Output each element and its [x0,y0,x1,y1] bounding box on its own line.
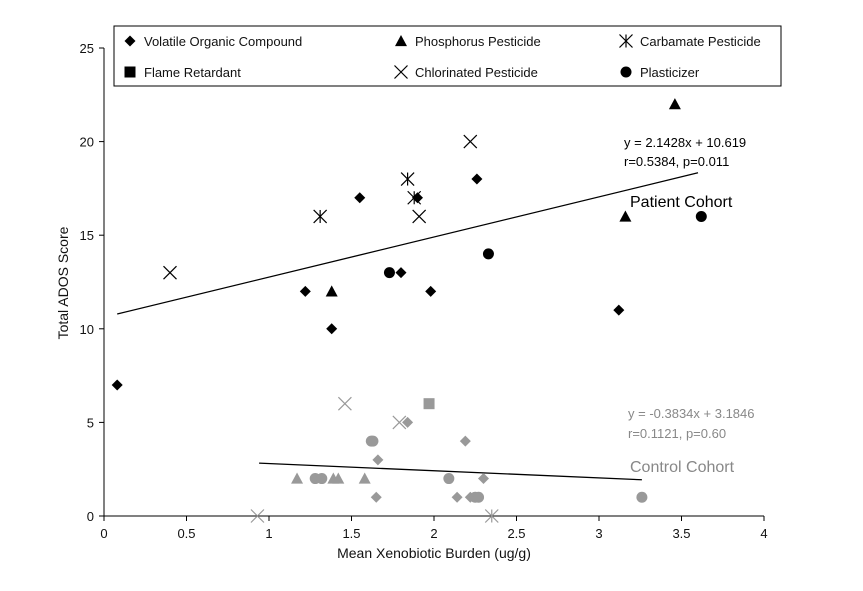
control-point-diamond [478,473,489,485]
legend-marker-circle [620,66,632,78]
x-tick-label: 1 [265,526,272,541]
y-tick-label: 20 [80,135,94,150]
patient-point-diamond [111,379,123,391]
control-point-circle [367,435,379,447]
control-point-diamond [459,435,471,447]
patient-point-diamond [299,285,311,297]
y-tick-label: 15 [80,228,94,243]
legend-label: Flame Retardant [144,65,241,80]
patient-point-triangle [325,285,338,297]
x-tick-label: 4 [760,526,767,541]
x-tick-label: 3.5 [672,526,690,541]
patient-point-triangle [668,98,681,110]
control-point-x [337,396,352,411]
y-tick-label: 25 [80,41,94,56]
control-point-circle [473,491,485,503]
patient-point-x [163,265,177,280]
patient-point-asterisk [407,190,422,205]
patient-point-x [412,209,427,224]
x-tick-label: 1.5 [342,526,360,541]
y-tick-label: 0 [87,509,94,524]
patient-point-asterisk [400,172,415,186]
control-point-x [392,415,407,430]
x-tick-label: 0.5 [177,526,195,541]
control-fit-line [259,462,642,481]
patient-point-circle [695,210,707,222]
control-point-triangle [291,472,304,484]
y-tick-label: 5 [87,415,94,430]
legend-marker-triangle [395,35,407,47]
x-tick-label: 2 [430,526,437,541]
legend-marker-square [124,66,136,78]
patient-point-diamond [613,304,625,316]
patient-point-circle [383,267,395,279]
patient-point-asterisk [313,209,328,224]
patient-point-x [463,134,478,149]
control-point-diamond [451,491,463,503]
control-point-triangle [332,472,345,484]
patient-point-diamond [395,267,407,279]
patient-point-triangle [619,210,632,222]
x-tick-label: 2.5 [507,526,525,541]
y-tick-label: 10 [80,322,94,337]
patient-point-diamond [354,192,366,204]
patient-point-diamond [425,285,437,297]
legend-label: Chlorinated Pesticide [415,65,538,80]
patient-fit-line [117,172,699,315]
control-point-square [423,398,435,410]
patient-cohort-label: Patient Cohort [630,194,733,211]
control-point-triangle [358,472,371,484]
patient-point-circle [482,248,494,260]
control-stats: r=0.1121, p=0.60 [628,426,726,441]
control-point-circle [443,473,455,485]
legend-marker-x [394,65,408,79]
legend-label: Volatile Organic Compound [144,34,302,49]
control-point-asterisk [484,509,499,523]
control-point-circle [636,491,648,503]
legend-label: Carbamate Pesticide [640,34,761,49]
legend-marker-asterisk [619,34,633,48]
legend: Volatile Organic Compound Phosphorus Pest… [113,25,782,87]
patient-point-diamond [471,173,483,185]
control-cohort-label: Control Cohort [630,459,735,476]
control-annotation: y = -0.3834x + 3.1846 r=0.1121, p=0.60 C… [628,406,754,476]
control-point-circle [316,473,328,485]
axes: 0 0.5 1 1.5 2 2.5 3 3.5 4 0 5 10 15 20 25 [80,41,768,541]
control-point-x [250,509,265,523]
patient-equation: y = 2.1428x + 10.619 [624,135,746,150]
control-point-diamond [372,454,384,466]
control-point-diamond [402,416,414,428]
patient-point-diamond [326,323,338,335]
control-point-diamond [370,491,382,503]
x-tick-label: 3 [595,526,602,541]
x-axis-label: Mean Xenobiotic Burden (ug/g) [337,545,531,561]
legend-label: Phosphorus Pesticide [415,34,541,49]
data-points [111,98,707,523]
patient-stats: r=0.5384, p=0.011 [624,154,729,169]
patient-annotation: y = 2.1428x + 10.619 r=0.5384, p=0.011 P… [624,135,746,211]
y-axis-label: Total ADOS Score [55,226,71,339]
regression-lines [117,172,699,481]
x-tick-label: 0 [100,526,107,541]
legend-label: Plasticizer [640,65,700,80]
legend-marker-diamond [124,35,136,47]
legend-frame [113,25,782,87]
control-equation: y = -0.3834x + 3.1846 [628,406,754,421]
